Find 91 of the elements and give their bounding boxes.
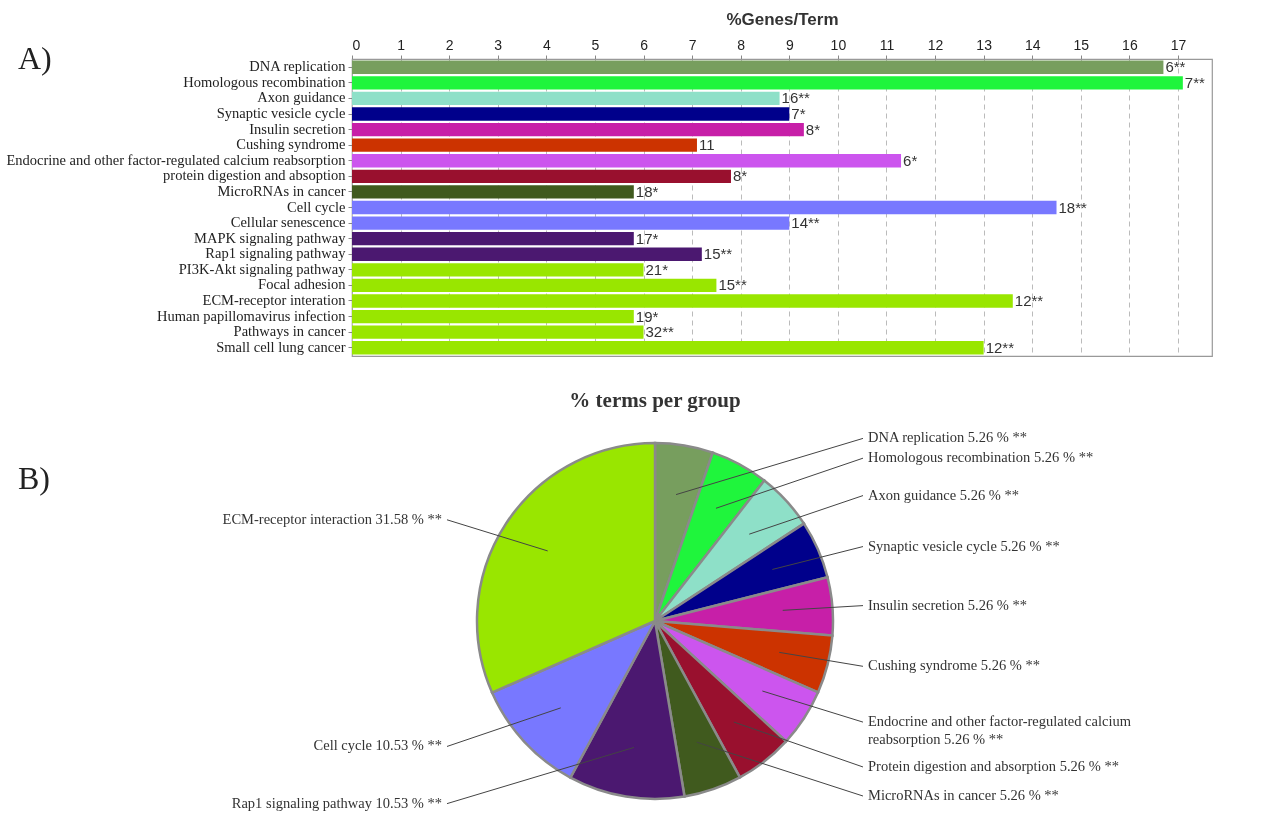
y-tick-label: ECM-receptor interation (202, 291, 347, 308)
x-tick-label: 9 (785, 36, 794, 53)
x-tick-label: 11 (879, 36, 895, 53)
text: B) (18, 460, 50, 497)
x-tick-label: 5 (591, 36, 600, 53)
bar (352, 91, 780, 106)
y-tick-label: Rap1 signaling pathway (205, 245, 347, 262)
annotation: 32** (645, 323, 675, 341)
bar (352, 107, 790, 121)
bar (352, 309, 634, 324)
y-tick-label: Axon guidance (257, 89, 346, 106)
slice-label: MicroRNAs in cancer 5.26 % ** (868, 787, 1059, 804)
y-tick-label: MicroRNAs in cancer (217, 182, 346, 199)
x-tick-label: 14 (1024, 36, 1041, 53)
x-axis-title: %Genes/Term (726, 9, 839, 29)
annotation: 8* (805, 120, 821, 138)
bar (352, 294, 1013, 308)
y-tick-label: Homologous recombination (183, 73, 347, 90)
slice-label: Homologous recombination 5.26 % ** (868, 449, 1094, 466)
y-tick-label: DNA replication (249, 58, 347, 75)
annotation: 15** (703, 245, 733, 263)
slice-label: DNA replication 5.26 % ** (868, 429, 1028, 446)
x-tick-label: 1 (397, 36, 406, 53)
bar (352, 341, 984, 355)
bar (352, 247, 702, 261)
bar (352, 231, 634, 246)
x-tick-label: 7 (688, 36, 697, 53)
bar (352, 60, 1164, 74)
bar (352, 278, 717, 293)
annotation: 12** (985, 338, 1015, 356)
x-tick-label: 4 (542, 36, 551, 53)
annotation: 6** (1165, 58, 1186, 76)
y-tick-label: Synaptic vesicle cycle (216, 105, 346, 122)
bar (352, 325, 644, 339)
y-tick-label: Cushing syndrome (236, 136, 346, 153)
bar (352, 169, 731, 184)
x-tick-label: 2 (445, 36, 454, 53)
bar (352, 138, 697, 152)
annotation: 17* (635, 229, 659, 247)
annotation: 14** (791, 214, 820, 232)
x-tick-label: 8 (737, 36, 746, 53)
annotation: 7* (791, 105, 806, 123)
annotation: 21* (645, 260, 669, 278)
y-tick-label: Endocrine and other factor-regulated calcium reabsorption (6, 151, 347, 168)
bar (352, 263, 644, 277)
y-tick-label: Human papillomavirus infection (157, 307, 347, 324)
x-tick-label: 13 (976, 36, 993, 53)
y-tick-label: Cell cycle (287, 198, 346, 215)
x-tick-label: 10 (830, 36, 847, 53)
x-tick-label: 6 (640, 36, 649, 53)
y-tick-label: Focal adhesion (258, 276, 347, 293)
chart-title: % terms per group (569, 388, 741, 412)
slice-label: Insulin secretion 5.26 % ** (868, 596, 1028, 613)
annotation: 16** (781, 89, 811, 107)
y-tick-label: Pathways in cancer (233, 323, 346, 340)
x-tick-label: 12 (927, 36, 944, 53)
annotation: 11 (698, 136, 715, 154)
slice-label: ECM-receptor interaction 31.58 % ** (222, 510, 442, 527)
bar (352, 185, 634, 199)
slice-label: Cushing syndrome 5.26 % ** (868, 657, 1040, 674)
x-tick-label: 15 (1073, 36, 1090, 53)
annotation: 12** (1014, 291, 1044, 309)
annotation: 7** (1184, 73, 1206, 91)
bar (352, 200, 1057, 215)
slice-label: Axon guidance 5.26 % ** (868, 486, 1020, 503)
annotation: 8* (732, 167, 748, 185)
slice-label: Protein digestion and absorption 5.26 % ** (868, 757, 1119, 774)
y-tick-label: Cellular senescence (230, 214, 346, 231)
y-tick-label: Small cell lung cancer (216, 338, 346, 355)
annotation: 19* (635, 307, 659, 325)
y-tick-label: MAPK signaling pathway (194, 229, 347, 246)
annotation: 18* (635, 182, 659, 200)
annotation: 6* (903, 151, 918, 169)
x-tick-label: 3 (494, 36, 503, 53)
x-tick-label: 0 (352, 36, 361, 53)
annotation: 18** (1058, 198, 1088, 216)
y-tick-label: protein digestion and absoption (163, 167, 347, 184)
bar (352, 154, 902, 168)
slice-label: Cell cycle 10.53 % ** (313, 737, 442, 754)
annotation: 15** (718, 276, 747, 294)
slice-label: Synaptic vesicle cycle 5.26 % ** (868, 537, 1060, 554)
slice-label: Endocrine and other factor-regulated calcium reabsorption 5.26 % ** (868, 713, 1132, 748)
bar (352, 122, 804, 137)
bar (352, 76, 1183, 90)
y-tick-label: PI3K-Akt signaling pathway (178, 260, 347, 277)
x-tick-label: 17 (1170, 36, 1187, 53)
y-tick-label: Insulin secretion (249, 120, 347, 137)
bar (352, 216, 790, 230)
x-tick-label: 16 (1122, 36, 1138, 53)
text: A) (18, 40, 52, 77)
slice-label: Rap1 signaling pathway 10.53 % ** (231, 794, 442, 811)
